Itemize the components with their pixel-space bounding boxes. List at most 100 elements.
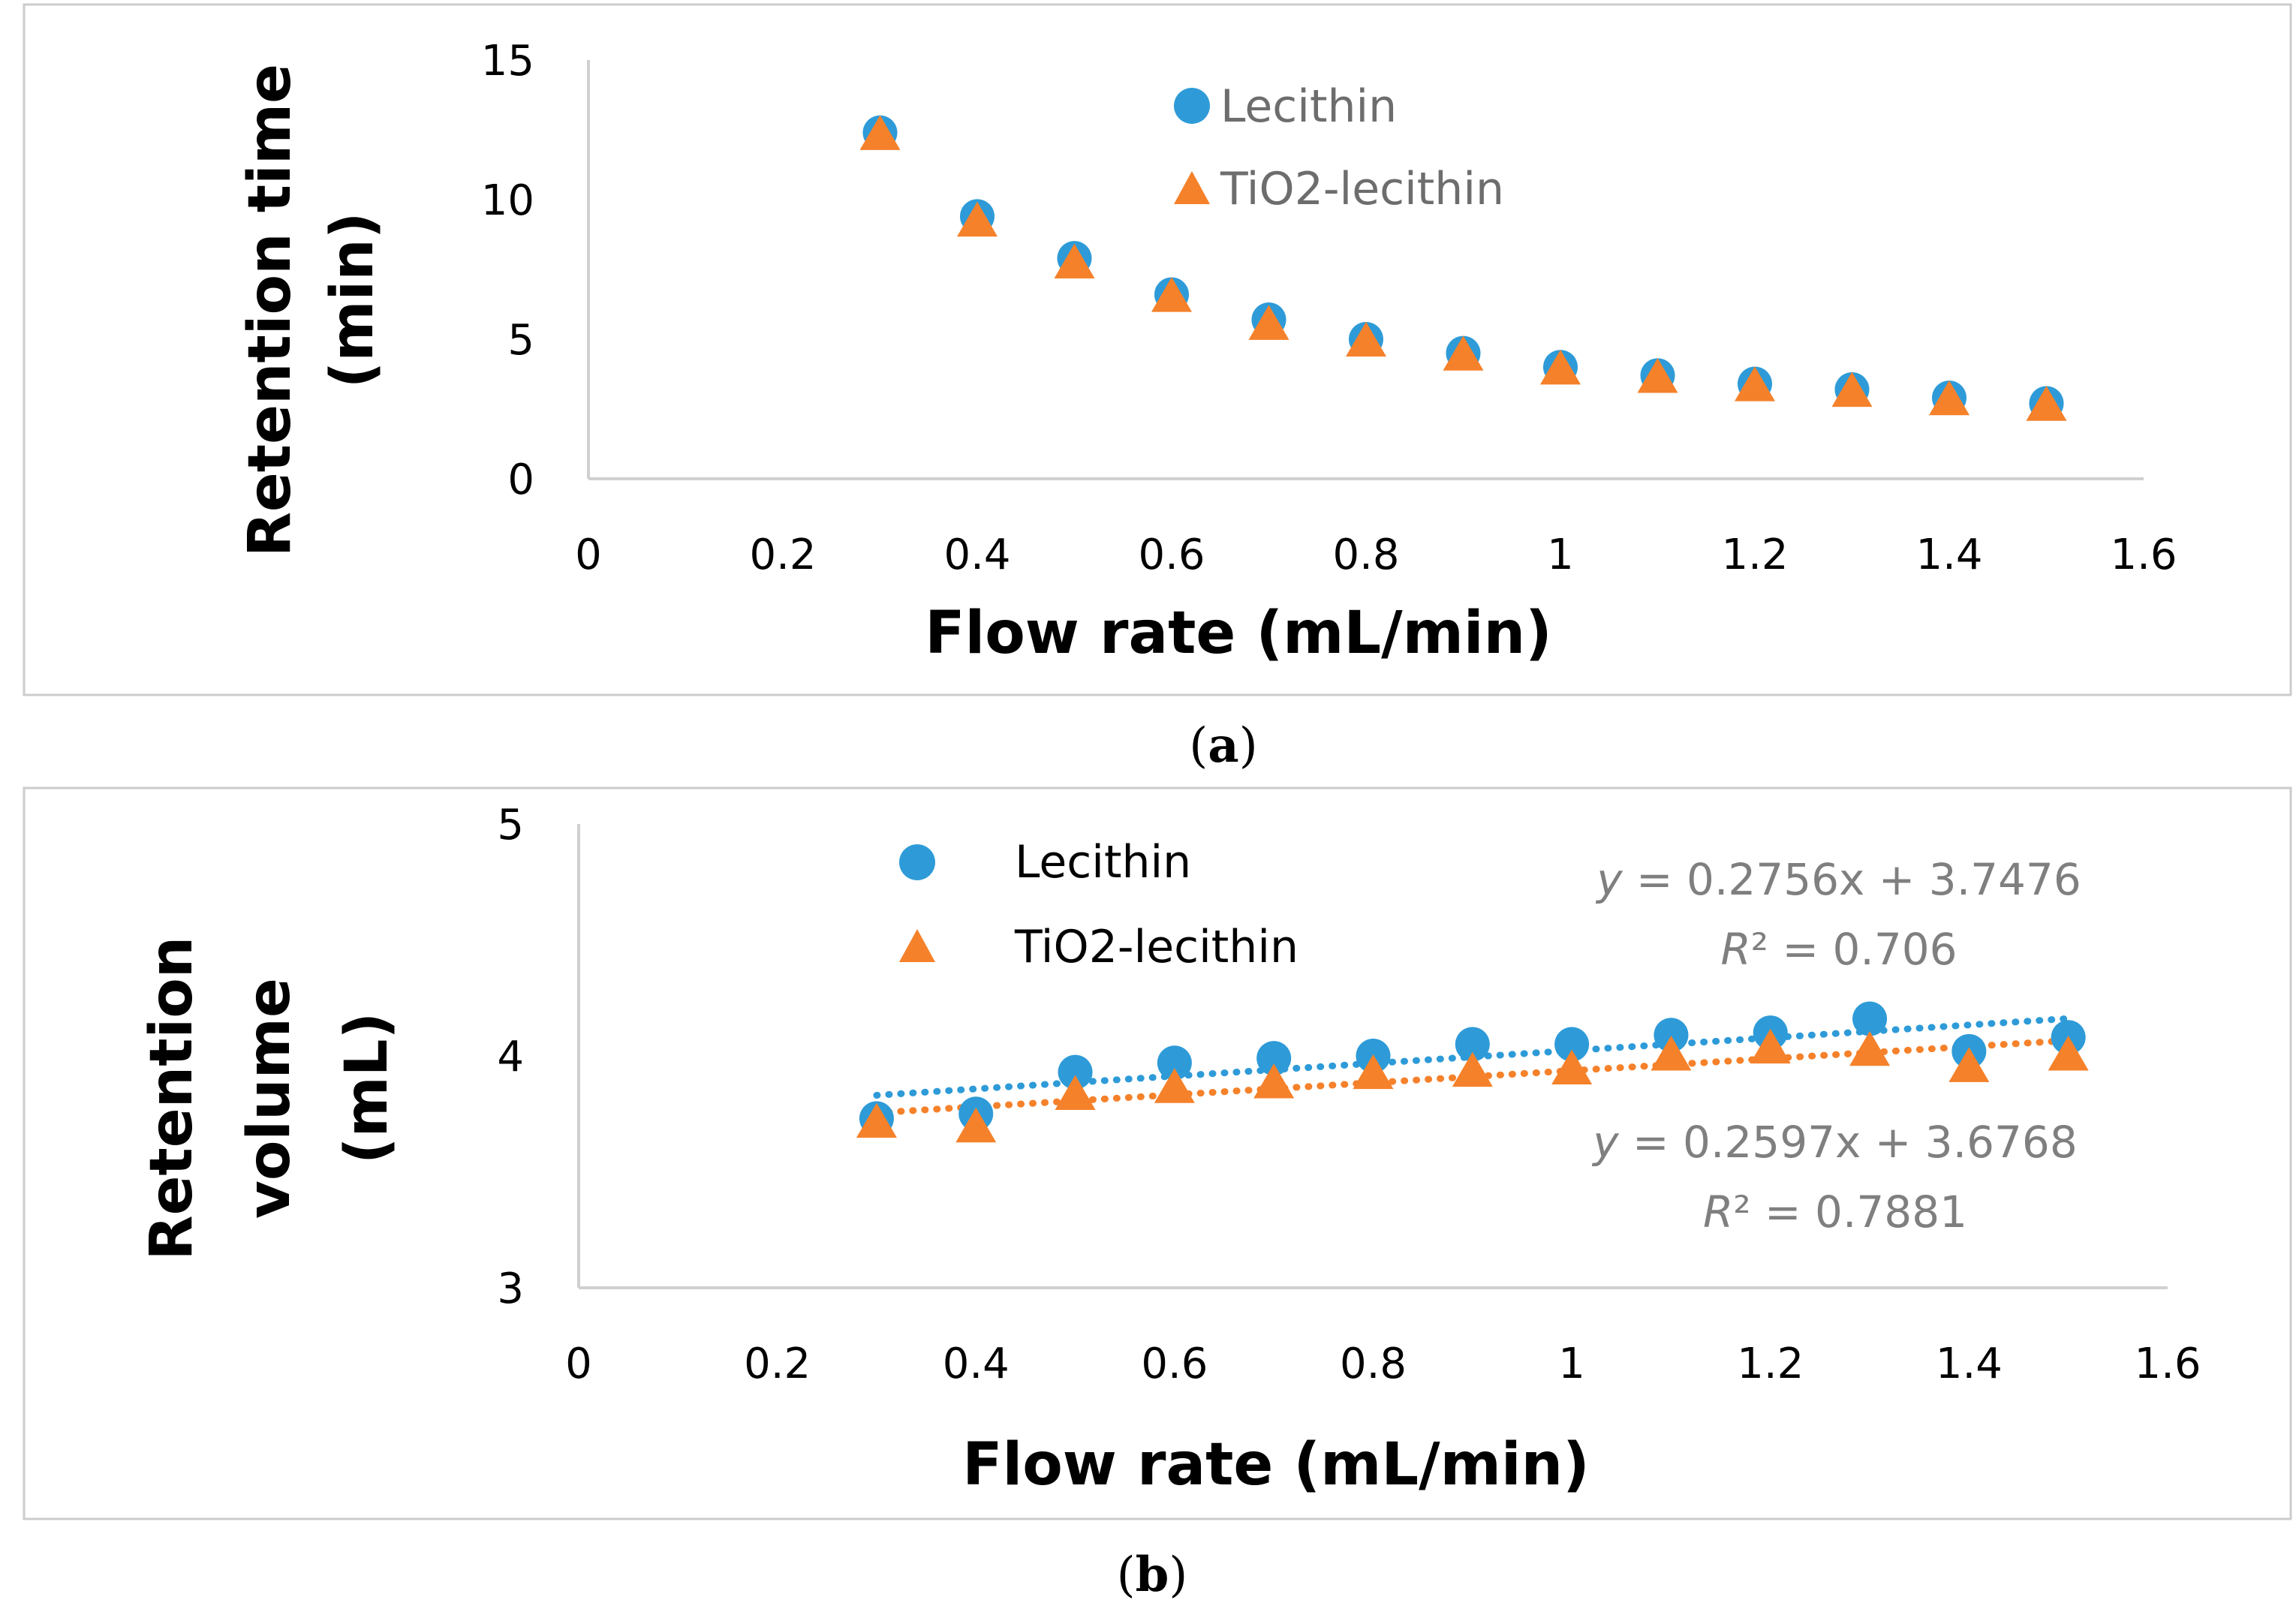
chart-a-y-tick-label: 15 [481,37,534,86]
chart-b-x-tick-label: 0.2 [744,1340,811,1388]
data-point-lecithin [1157,1045,1192,1081]
data-point-tio2-lecithin [1452,1051,1493,1087]
r2-lecithin-sup: ² [1751,924,1768,975]
r2-lecithin: R² = 0.706 [1720,924,1957,975]
panel-a-frame [23,3,2292,696]
caption-b-close: ) [1169,1547,1187,1603]
data-point-tio2-lecithin [1551,1049,1593,1084]
chart-a-y-tick-label: 0 [507,456,534,504]
data-point-tio2-lecithin [2026,386,2067,421]
data-point-tio2-lecithin [1054,243,1095,278]
chart-b-x-tick-label: 1.4 [1936,1340,2003,1388]
chart-b-y-axis-title: Retention volume (mL) [138,916,401,1261]
chart-a-legend-tio2-label: TiO2-lecithin [1220,163,1504,215]
chart-a-x-tick-label: 0 [575,531,602,579]
caption-a-open: ( [1189,718,1208,774]
data-point-lecithin [1654,1018,1689,1053]
chart-a-legend-lecithin-label: Lecithin [1220,80,1397,133]
caption-b-open: ( [1117,1547,1136,1603]
r2-tio2-rest: = 0.7881 [1751,1186,1967,1238]
chart-b-legend-tio2-marker [899,929,935,962]
equation-lecithin: y = 0.2756x + 3.7476 [1595,854,2081,905]
data-point-lecithin [1058,1054,1093,1090]
data-point-tio2-lecithin [1443,335,1484,371]
chart-a-y-tick-label: 5 [507,316,534,365]
chart-b-ticks: 0 0.2 0.4 0.6 0.8 1 1.2 1.4 1.6 3 4 5 [497,801,2201,1388]
data-point-tio2-lecithin [1735,366,1775,401]
chart-b-y-axis-title-line-1: Retention [138,937,206,1261]
chart-a-legend: Lecithin TiO2-lecithin [1174,80,1504,215]
chart-a-x-tick-label: 1.6 [2110,531,2177,579]
chart-a-y-axis-title-line-2: (min) [319,212,387,389]
chart-b-x-tick-label: 0.4 [943,1340,1010,1388]
chart-b-legend: Lecithin TiO2-lecithin [899,836,1298,973]
equation-tio2-y: y [1591,1117,1619,1168]
data-point-lecithin [1852,1001,1888,1036]
chart-b-y-tick-label: 4 [497,1033,524,1081]
data-point-lecithin [1554,1027,1590,1062]
chart-a-x-tick-label: 1.4 [1915,531,1982,579]
chart-a-y-tick-label: 10 [481,176,534,225]
chart-b-x-tick-label: 0.6 [1141,1340,1208,1388]
chart-a-x-tick-label: 0.8 [1332,531,1399,579]
chart-b-legend-tio2-label: TiO2-lecithin [1014,921,1298,973]
data-point-tio2-lecithin [955,1107,997,1143]
r2-lecithin-r: R [1720,924,1750,975]
chart-b: 0 0.2 0.4 0.6 0.8 1 1.2 1.4 1.6 3 4 5 Flow rate (mL… [138,801,2201,1499]
caption-b-letter: b [1136,1547,1169,1603]
data-point-tio2-lecithin [1353,1054,1394,1090]
data-point-tio2-lecithin [1948,1047,1990,1082]
chart-a-legend-tio2-marker [1174,171,1210,204]
chart-b-y-tick-label: 5 [497,801,524,850]
data-point-tio2-lecithin [1253,1063,1295,1099]
chart-a-x-tick-label: 1 [1547,531,1574,579]
chart-b-x-tick-label: 1.2 [1737,1340,1804,1388]
caption-a-letter: a [1208,717,1238,774]
chart-a-x-tick-label: 0.2 [749,531,816,579]
equation-tio2-rest: = 0.2597x + 3.6768 [1619,1117,2078,1168]
chart-b-y-axis-title-line-3: (mL) [333,1012,401,1164]
chart-a-marks [859,115,2067,421]
r2-tio2-r: R [1703,1186,1733,1238]
data-point-tio2-lecithin [859,115,901,150]
chart-b-marks [856,1001,2089,1143]
chart-b-y-axis-title-line-2: volume [236,978,303,1219]
r2-tio2: R² = 0.7881 [1703,1186,1967,1238]
data-point-lecithin [1455,1027,1490,1062]
chart-a-x-tick-label: 0.6 [1138,531,1205,579]
data-point-tio2-lecithin [1540,349,1581,385]
chart-b-equations: y = 0.2756x + 3.7476 R² = 0.706 y = 0.25… [1591,854,2081,1238]
chart-a-x-axis-title: Flow rate (mL/min) [925,600,1552,667]
data-point-tio2-lecithin [957,201,998,237]
data-point-tio2-lecithin [2048,1036,2089,1071]
data-point-tio2-lecithin [1151,277,1192,312]
data-point-tio2-lecithin [1637,358,1678,393]
chart-b-x-tick-label: 0.8 [1340,1340,1407,1388]
equation-lecithin-y: y [1595,854,1623,905]
data-point-tio2-lecithin [856,1102,897,1138]
data-point-lecithin [1256,1041,1292,1076]
data-point-tio2-lecithin [1651,1036,1692,1071]
chart-b-x-axis-title: Flow rate (mL/min) [962,1431,1590,1499]
chart-b-x-tick-label: 0 [565,1340,592,1388]
data-point-tio2-lecithin [1248,305,1289,340]
chart-b-x-tick-label: 1 [1558,1340,1585,1388]
chart-a-x-tick-label: 1.2 [1721,531,1788,579]
caption-b: (b) [1117,1547,1188,1603]
equation-tio2: y = 0.2597x + 3.6768 [1591,1117,2077,1168]
chart-a-y-axis-title-line-1: Retention time [236,64,304,557]
chart-a: 0 0.2 0.4 0.6 0.8 1 1.2 1.4 1.6 0 5 10 15 Flow rate … [236,37,2177,667]
data-point-tio2-lecithin [1831,371,1873,408]
data-point-tio2-lecithin [1750,1028,1791,1064]
data-point-tio2-lecithin [1055,1075,1096,1110]
chart-b-y-tick-label: 3 [497,1265,524,1313]
chart-b-legend-lecithin-label: Lecithin [1015,836,1191,889]
chart-a-legend-lecithin-marker [1174,88,1210,124]
r2-lecithin-rest: = 0.706 [1768,924,1957,975]
data-point-tio2-lecithin [1346,321,1386,357]
panel-b-frame [23,786,2292,1520]
chart-a-x-tick-label: 0.4 [943,531,1010,579]
r2-tio2-sup: ² [1733,1186,1750,1238]
chart-a-y-axis-title: Retention time (min) [236,44,387,557]
